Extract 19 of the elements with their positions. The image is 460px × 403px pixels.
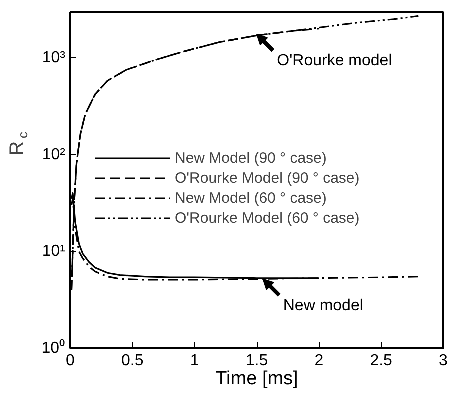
y-tick-label: 10²: [42, 146, 66, 164]
legend-label: New Model (60 ° case): [175, 190, 327, 206]
x-axis-title: Time [ms]: [216, 368, 298, 390]
x-tick-label: 2.5: [370, 352, 393, 370]
x-tick-label: 0: [66, 352, 76, 370]
y-tick-label: 10⁰: [42, 339, 66, 357]
x-tick-label: 1.5: [246, 352, 268, 370]
y-tick-label: 10¹: [42, 243, 66, 260]
y-axis-title: Rc: [6, 132, 30, 156]
legend-label: O'Rourke Model (90 ° case): [175, 170, 360, 186]
legend-label: New Model (90 ° case): [175, 150, 327, 166]
annotation: New model: [283, 297, 364, 314]
x-tick-label: 2: [314, 352, 324, 370]
annotation: O'Rourke model: [277, 52, 392, 70]
legend-label: O'Rourke Model (60 ° case): [175, 210, 360, 226]
y-tick-label: 10³: [42, 49, 66, 66]
x-tick-label: 0.5: [122, 352, 144, 370]
x-tick-label: 1: [190, 352, 200, 370]
x-tick-label: 3: [439, 352, 448, 370]
